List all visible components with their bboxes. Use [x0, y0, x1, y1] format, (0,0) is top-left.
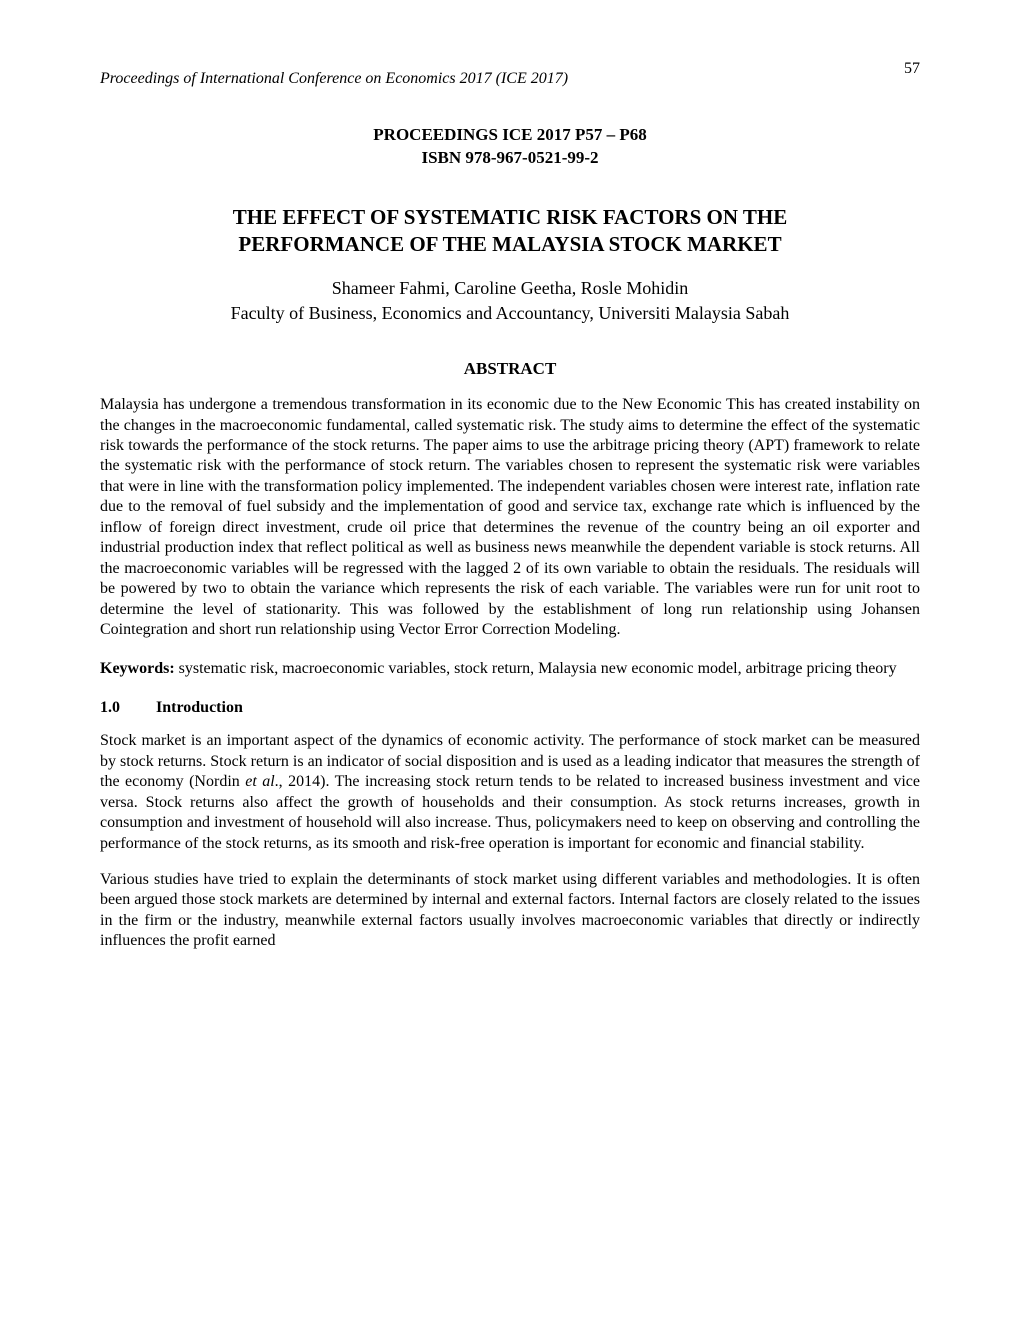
- author-block: Shameer Fahmi, Caroline Geetha, Rosle Mo…: [100, 276, 920, 325]
- section-heading: 1.0Introduction: [100, 699, 920, 717]
- title-line-2: PERFORMANCE OF THE MALAYSIA STOCK MARKET: [238, 232, 781, 256]
- running-head: Proceedings of International Conference …: [100, 70, 920, 88]
- paper-title: THE EFFECT OF SYSTEMATIC RISK FACTORS ON…: [100, 204, 920, 259]
- proceedings-line-1: PROCEEDINGS ICE 2017 P57 – P68: [100, 124, 920, 147]
- section-number: 1.0: [100, 699, 156, 717]
- proceedings-isbn: ISBN 978-967-0521-99-2: [100, 147, 920, 170]
- abstract-heading: ABSTRACT: [100, 359, 920, 379]
- para1-citation-italic: et al: [245, 773, 274, 790]
- keywords: Keywords: systematic risk, macroeconomic…: [100, 659, 920, 679]
- section-title: Introduction: [156, 699, 243, 716]
- paragraph-1: Stock market is an important aspect of t…: [100, 731, 920, 854]
- author-affiliation: Faculty of Business, Economics and Accou…: [231, 303, 790, 323]
- page: 57 Proceedings of International Conferen…: [0, 0, 1020, 1320]
- keywords-text: systematic risk, macroeconomic variables…: [175, 660, 897, 677]
- author-names: Shameer Fahmi, Caroline Geetha, Rosle Mo…: [332, 278, 688, 298]
- paragraph-2: Various studies have tried to explain th…: [100, 870, 920, 952]
- keywords-label: Keywords:: [100, 660, 175, 677]
- abstract-body: Malaysia has undergone a tremendous tran…: [100, 395, 920, 641]
- title-line-1: THE EFFECT OF SYSTEMATIC RISK FACTORS ON…: [233, 205, 787, 229]
- page-number: 57: [904, 60, 920, 78]
